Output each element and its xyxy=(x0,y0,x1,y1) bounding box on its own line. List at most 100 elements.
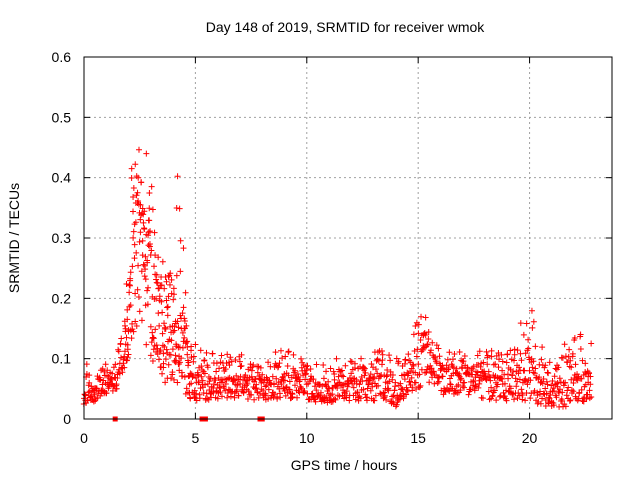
data-point xyxy=(231,394,238,401)
data-point xyxy=(488,347,495,354)
data-point xyxy=(245,388,252,395)
data-point xyxy=(133,322,140,329)
data-point xyxy=(173,205,180,212)
data-point xyxy=(544,369,551,376)
data-point xyxy=(460,358,467,365)
data-point xyxy=(193,397,200,404)
data-point xyxy=(539,395,546,402)
data-point xyxy=(147,228,154,235)
data-point xyxy=(488,353,495,360)
data-point xyxy=(358,355,365,362)
data-point xyxy=(265,359,272,366)
data-point xyxy=(303,367,310,374)
data-point xyxy=(511,346,518,353)
data-point xyxy=(156,322,163,329)
data-point xyxy=(181,334,188,341)
data-point xyxy=(128,335,135,342)
data-point xyxy=(174,379,181,386)
data-point xyxy=(304,362,311,369)
data-point xyxy=(155,356,162,363)
data-point xyxy=(146,189,153,196)
data-point xyxy=(504,351,511,358)
data-point xyxy=(134,286,141,293)
data-point xyxy=(542,362,549,369)
data-point xyxy=(158,282,165,289)
data-point xyxy=(408,374,415,381)
data-point xyxy=(135,146,142,153)
data-point xyxy=(124,354,131,361)
data-point xyxy=(556,375,563,382)
data-point xyxy=(162,324,169,331)
data-point xyxy=(517,320,524,327)
data-point xyxy=(416,371,423,378)
data-point xyxy=(248,391,255,398)
data-point xyxy=(479,395,486,402)
data-point xyxy=(132,161,139,168)
data-point xyxy=(203,349,210,356)
data-point xyxy=(178,373,185,380)
data-point xyxy=(226,359,233,366)
data-point xyxy=(169,346,176,353)
data-point xyxy=(350,384,357,391)
data-point xyxy=(173,272,180,279)
data-point xyxy=(353,380,360,387)
data-point xyxy=(351,360,358,367)
data-point xyxy=(285,348,292,355)
data-point xyxy=(509,372,516,379)
data-point xyxy=(185,362,192,369)
data-point xyxy=(158,298,165,305)
data-point xyxy=(568,376,575,383)
data-point xyxy=(204,364,211,371)
data-point xyxy=(570,380,577,387)
data-point xyxy=(401,376,408,383)
data-point xyxy=(136,308,143,315)
data-point xyxy=(135,197,142,204)
data-point xyxy=(257,390,264,397)
data-point xyxy=(179,344,186,351)
data-point xyxy=(126,281,133,288)
data-point xyxy=(129,320,136,327)
data-point xyxy=(135,174,142,181)
data-point xyxy=(553,381,560,388)
data-point xyxy=(275,363,282,370)
data-point xyxy=(145,284,152,291)
data-point xyxy=(184,351,191,358)
data-point xyxy=(310,376,317,383)
data-point xyxy=(562,379,569,386)
data-point xyxy=(555,364,562,371)
data-point xyxy=(568,364,575,371)
data-point xyxy=(401,371,408,378)
data-point xyxy=(164,304,171,311)
data-point xyxy=(223,360,230,367)
data-point xyxy=(180,304,187,311)
data-point xyxy=(369,383,376,390)
data-point xyxy=(415,321,422,328)
data-point xyxy=(170,291,177,298)
data-point xyxy=(357,395,364,402)
data-point xyxy=(525,345,532,352)
data-point xyxy=(414,346,421,353)
data-point xyxy=(248,373,255,380)
data-point xyxy=(383,396,390,403)
data-point xyxy=(523,320,530,327)
data-point xyxy=(412,323,419,330)
data-point xyxy=(480,359,487,366)
data-point xyxy=(254,369,261,376)
data-point xyxy=(447,380,454,387)
data-point xyxy=(529,364,536,371)
data-point xyxy=(372,366,379,373)
data-point xyxy=(173,357,180,364)
data-point xyxy=(160,350,167,357)
x-tick-label: 10 xyxy=(299,430,315,446)
data-point xyxy=(461,379,468,386)
data-point xyxy=(543,390,550,397)
data-point xyxy=(527,377,534,384)
data-point xyxy=(578,386,585,393)
data-point xyxy=(302,370,309,377)
data-point xyxy=(365,381,372,388)
data-point xyxy=(207,375,214,382)
data-point xyxy=(325,378,332,385)
data-point xyxy=(278,381,285,388)
data-point xyxy=(317,392,324,399)
data-point xyxy=(378,347,385,354)
